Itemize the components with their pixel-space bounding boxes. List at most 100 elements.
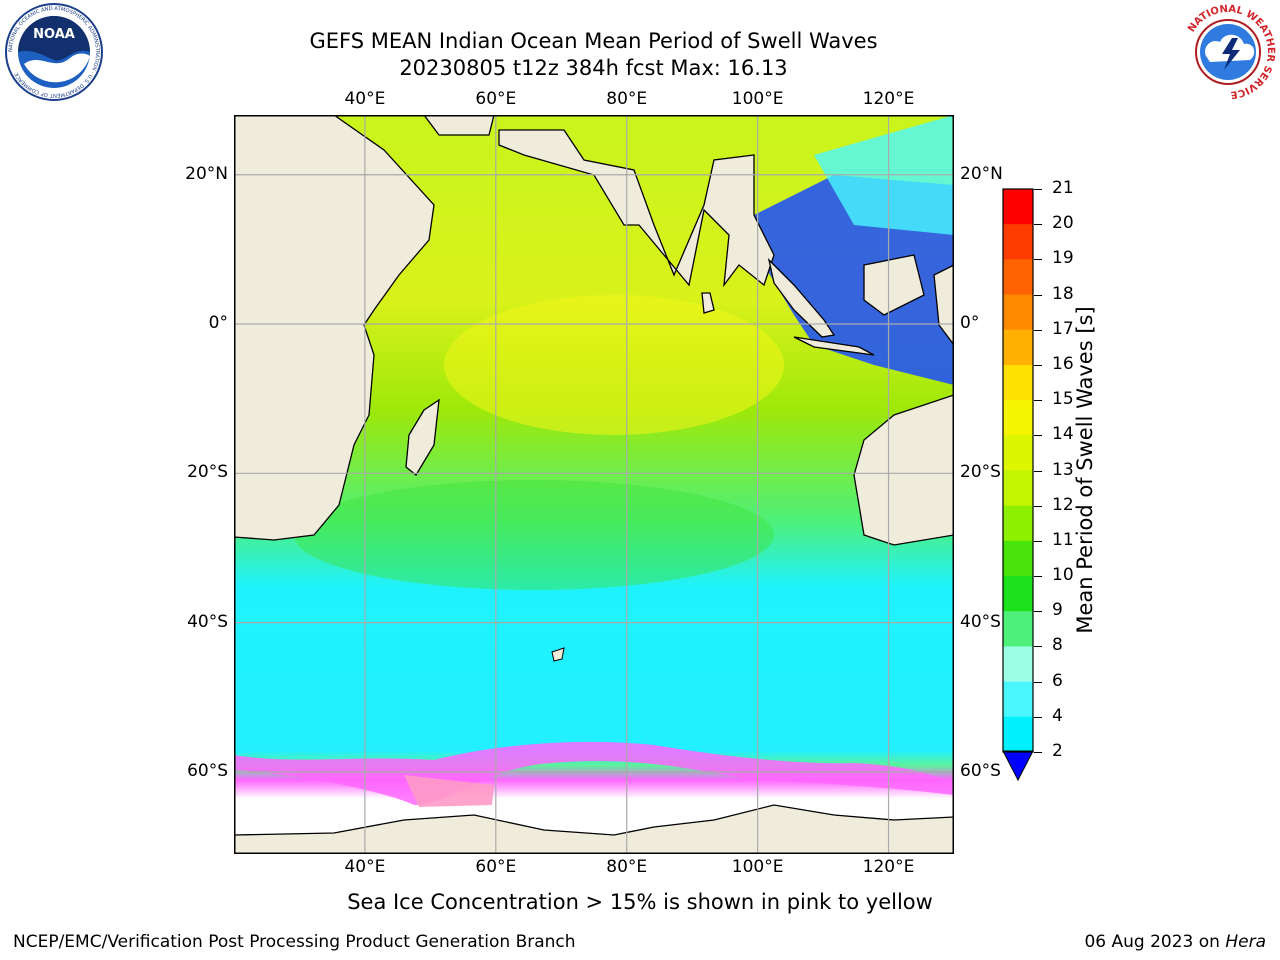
- noaa-logo-text: NOAA: [33, 27, 75, 42]
- colorbar-tick-label: 8: [1052, 635, 1063, 656]
- run-date-prefix: 06 Aug 2023 on: [1084, 932, 1226, 952]
- colorbar-tick-mark: [1034, 224, 1042, 226]
- colorbar-segment: [1003, 294, 1033, 331]
- land-madagascar: [405, 398, 440, 476]
- colorbar-segment: [1003, 435, 1033, 471]
- colorbar-tick-label: 11: [1052, 529, 1074, 550]
- colorbar-segment: [1003, 540, 1033, 577]
- lon-label-top: 60°E: [475, 89, 517, 109]
- colorbar-tick-mark: [1034, 259, 1042, 261]
- land-south-asia: [498, 129, 775, 288]
- nws-logo: NATIONAL WEATHER SERVICE: [1180, 4, 1276, 100]
- lon-label-top: 80°E: [606, 89, 648, 109]
- colorbar-segment: [1003, 505, 1033, 542]
- colorbar-segment: [1003, 646, 1033, 683]
- lon-label-bottom: 80°E: [606, 857, 648, 877]
- colorbar-tick-mark: [1034, 329, 1042, 331]
- lon-label-bottom: 100°E: [731, 857, 784, 877]
- colorbar-label: Mean Period of Swell Waves [s]: [1073, 306, 1097, 634]
- land-borneo: [863, 254, 925, 316]
- sea-ice-note: Sea Ice Concentration > 15% is shown in …: [347, 890, 933, 914]
- land-arabia: [423, 115, 495, 136]
- colorbar-tick-label: 6: [1052, 670, 1063, 691]
- colorbar-tick-mark: [1034, 400, 1042, 402]
- colorbar-frame: [1002, 188, 1034, 753]
- lat-label-left: 20°N: [185, 163, 228, 184]
- colorbar-tick-label: 10: [1052, 565, 1074, 586]
- lon-label-bottom: 60°E: [475, 857, 517, 877]
- land-java: [793, 336, 875, 356]
- colorbar-tick-mark: [1034, 470, 1042, 472]
- lat-label-right: 40°S: [960, 611, 1001, 632]
- colorbar-segment: [1003, 224, 1033, 260]
- colorbar-tick-mark: [1034, 611, 1042, 613]
- colorbar-tick-label: 2: [1052, 741, 1063, 761]
- colorbar-segment: [1003, 259, 1033, 296]
- lat-label-right: 0°: [960, 313, 980, 333]
- swell-max-area: [444, 295, 784, 435]
- colorbar-tick-mark: [1034, 505, 1042, 507]
- colorbar-tick-label: 14: [1052, 424, 1074, 445]
- colorbar-tick-mark: [1034, 681, 1042, 683]
- colorbar-tick-mark: [1034, 364, 1042, 366]
- colorbar-tick-label: 13: [1052, 459, 1074, 480]
- land-sri-lanka: [701, 292, 715, 314]
- colorbar-tick-label: 20: [1052, 213, 1074, 234]
- land-kerguelen: [551, 647, 565, 662]
- colorbar: [1002, 188, 1034, 782]
- colorbar-tick-label: 4: [1052, 705, 1063, 726]
- graticule: [234, 115, 954, 854]
- run-date: 06 Aug 2023 on Hera: [1084, 932, 1266, 952]
- lat-label-right: 60°S: [960, 760, 1001, 781]
- land-sumatra: [767, 257, 836, 338]
- colorbar-tick-mark: [1034, 294, 1042, 296]
- colorbar-segment: [1003, 189, 1033, 225]
- colorbar-segment: [1003, 576, 1033, 612]
- colorbar-tick-label: 15: [1052, 389, 1074, 410]
- colorbar-segment: [1003, 329, 1033, 366]
- noaa-logo: NOAA NATIONAL OCEANIC AND ATMOSPHERIC AD…: [5, 3, 103, 101]
- sea-ice-patch: [404, 775, 494, 807]
- colorbar-tick-label: 21: [1052, 178, 1074, 198]
- colorbar-extend-arrow: [1002, 750, 1034, 782]
- colorbar-segment: [1003, 716, 1033, 753]
- colorbar-tick-mark: [1034, 189, 1042, 190]
- colorbar-tick-label: 9: [1052, 600, 1063, 621]
- map-frame: [234, 115, 954, 854]
- map-panel: [234, 115, 954, 854]
- colorbar-tick-mark: [1034, 716, 1042, 718]
- lon-label-bottom: 120°E: [862, 857, 915, 877]
- colorbar-tick-label: 16: [1052, 353, 1074, 374]
- land-antarctica: [234, 804, 954, 854]
- lat-label-left: 0°: [208, 313, 228, 333]
- colorbar-segment: [1003, 400, 1033, 436]
- lon-label-top: 100°E: [731, 89, 784, 109]
- machine-name: Hera: [1225, 932, 1266, 952]
- lat-label-left: 40°S: [187, 611, 228, 632]
- colorbar-tick-mark: [1034, 752, 1042, 753]
- map-title: GEFS MEAN Indian Ocean Mean Period of Sw…: [309, 29, 878, 53]
- colorbar-tick-mark: [1034, 646, 1042, 648]
- lat-label-right: 20°S: [960, 462, 1001, 483]
- colorbar-tick-label: 18: [1052, 283, 1074, 304]
- colorbar-tick-mark: [1034, 540, 1042, 542]
- lon-label-top: 40°E: [344, 89, 386, 109]
- lon-label-bottom: 40°E: [344, 857, 386, 877]
- lat-label-left: 60°S: [187, 760, 228, 781]
- lon-label-top: 120°E: [862, 89, 915, 109]
- producer-credit: NCEP/EMC/Verification Post Processing Pr…: [13, 932, 576, 952]
- colorbar-segment: [1003, 364, 1033, 401]
- lat-label-right: 20°N: [960, 163, 1003, 184]
- land-africa: [234, 115, 435, 541]
- colorbar-tick-label: 19: [1052, 248, 1074, 269]
- swell-mid-area: [294, 480, 774, 590]
- colorbar-segment: [1003, 681, 1033, 718]
- colorbar-tick-label: 17: [1052, 318, 1074, 339]
- map-subtitle: 20230805 t12z 384h fcst Max: 16.13: [399, 56, 788, 80]
- colorbar-tick-label: 12: [1052, 494, 1074, 515]
- colorbar-segment: [1003, 470, 1033, 507]
- colorbar-tick-mark: [1034, 576, 1042, 578]
- colorbar-segment: [1003, 611, 1033, 647]
- land-sulawesi: [933, 264, 954, 347]
- lat-label-left: 20°S: [187, 462, 228, 483]
